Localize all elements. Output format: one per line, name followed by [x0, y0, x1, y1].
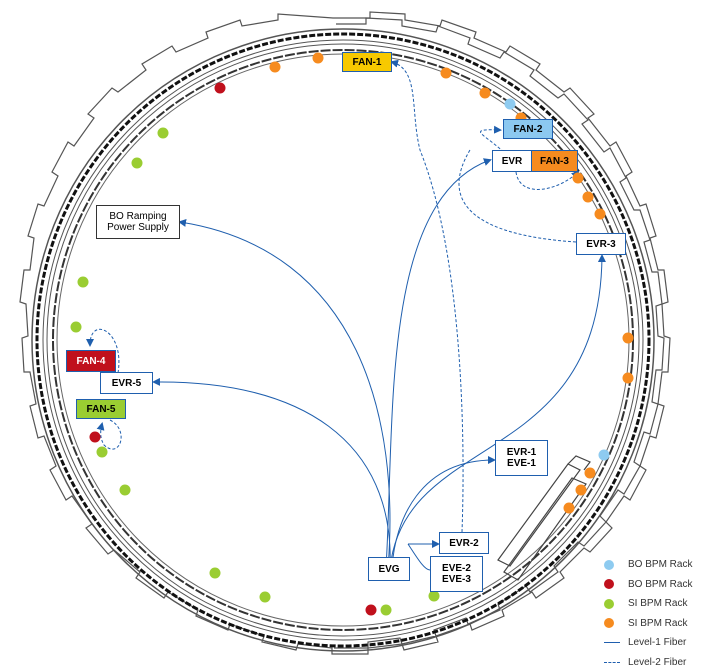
legend-label: SI BPM Rack	[628, 617, 688, 629]
building-outline	[19, 11, 671, 655]
eve-1-label: EVE-1	[507, 458, 536, 469]
evr-3-box: EVR-3	[576, 233, 626, 255]
bo-ramping-power-supply-box: BO Ramping Power Supply	[96, 205, 180, 239]
legend-label: Level-2 Fiber	[628, 656, 687, 668]
legend-label: Level-1 Fiber	[628, 637, 687, 649]
legend-item-si-bpm-green: SI BPM Rack	[604, 594, 716, 614]
fan-5-box: FAN-5	[76, 399, 126, 419]
legend-label: SI BPM Rack	[628, 598, 688, 610]
solid-line-icon	[604, 642, 620, 644]
transfer-line	[497, 455, 591, 581]
evr-1-label: EVR-1	[506, 447, 537, 458]
level1-fibers	[152, 158, 606, 571]
eve-2-eve-3-box: EVE-2 EVE-3	[430, 556, 483, 592]
legend-item-level2-fiber: Level-2 Fiber	[604, 653, 716, 672]
fan-1-box: FAN-1	[342, 52, 392, 72]
evr-5-box: EVR-5	[100, 372, 153, 394]
bpm-dots	[70, 52, 634, 616]
ring-lines	[31, 28, 655, 652]
legend-item-level1-fiber: Level-1 Fiber	[604, 633, 716, 653]
bo-bpm-rack-dot-icon	[604, 579, 614, 590]
legend-item-bo-bpm-light: BO BPM Rack	[604, 555, 716, 575]
fan-2-box: FAN-2	[503, 119, 553, 139]
evr-top-box: EVR	[492, 150, 532, 172]
evr-1-eve-1-box: EVR-1 EVE-1	[495, 440, 548, 476]
fan-3-box: FAN-3	[531, 150, 578, 172]
dashed-line-icon	[604, 661, 620, 663]
eve-3-label: EVE-3	[442, 574, 471, 585]
evr-2-box: EVR-2	[439, 532, 489, 554]
bo-ramping-line2: Power Supply	[107, 222, 169, 233]
si-bpm-rack-dot-icon	[604, 618, 614, 629]
fan-4-box: FAN-4	[66, 350, 116, 372]
legend-item-bo-bpm-red: BO BPM Rack	[604, 575, 716, 595]
legend: BO BPM Rack BO BPM Rack SI BPM Rack SI B…	[604, 555, 716, 672]
si-bpm-rack-dot-icon	[604, 598, 614, 609]
evg-box: EVG	[368, 557, 410, 581]
bo-ramping-line1: BO Ramping	[109, 211, 167, 222]
bo-bpm-rack-dot-icon	[604, 559, 614, 570]
legend-label: BO BPM Rack	[628, 578, 693, 590]
legend-label: BO BPM Rack	[628, 559, 693, 571]
eve-2-label: EVE-2	[442, 563, 471, 574]
legend-item-si-bpm-orange: SI BPM Rack	[604, 614, 716, 634]
